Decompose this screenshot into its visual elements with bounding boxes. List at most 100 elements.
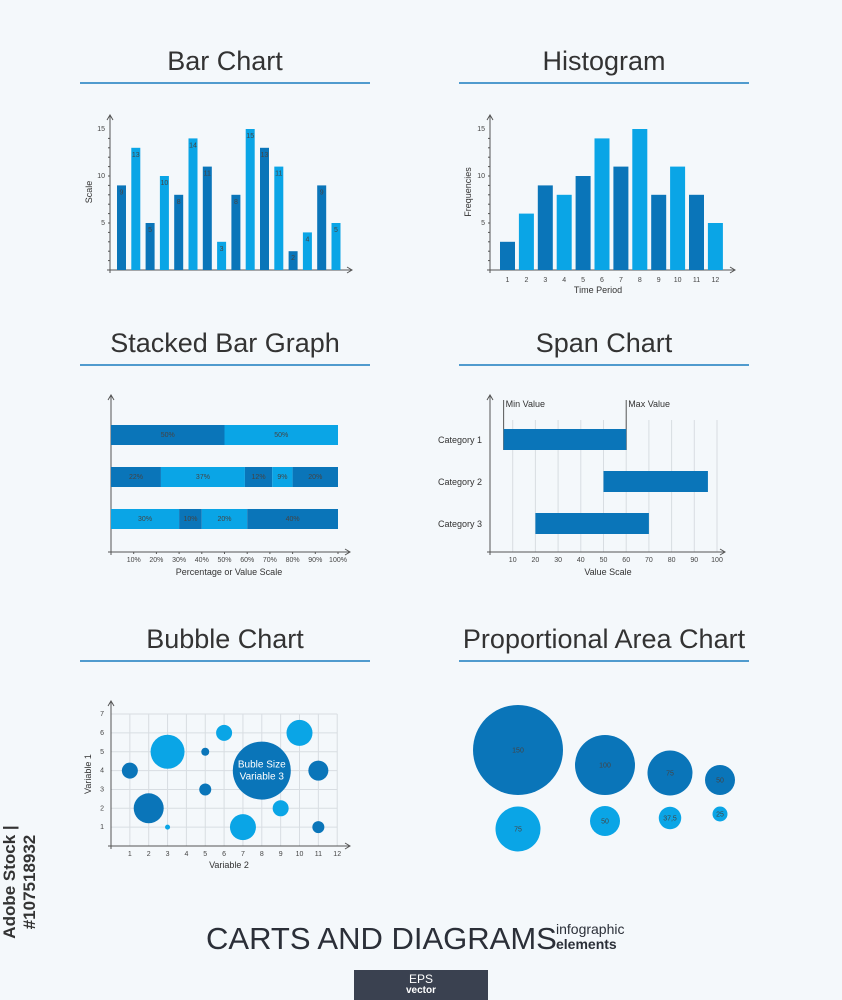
category-label: Category 2 (438, 477, 482, 487)
x-tick-label: 60 (622, 557, 630, 564)
eps-badge: EPS vector (354, 970, 488, 1000)
circle-value-label: 75 (666, 771, 674, 778)
stacked-segment (292, 467, 338, 487)
x-axis-label: Value Scale (584, 567, 631, 577)
bubble (165, 824, 171, 830)
bar-value-label: 11 (204, 171, 211, 178)
x-tick-label: 7 (619, 277, 623, 284)
segment-label: 37% (196, 474, 210, 481)
x-tick-label: 70 (645, 557, 653, 564)
y-tick-label: 10 (97, 173, 105, 180)
y-tick-label: 5 (481, 220, 485, 227)
x-tick-label: 5 (581, 277, 585, 284)
bubble (199, 783, 212, 796)
bar (302, 232, 312, 270)
bar (145, 223, 155, 270)
y-axis-label: Variable 1 (83, 754, 93, 794)
stacked-segment (160, 467, 245, 487)
histogram-bar (537, 185, 553, 270)
stacked-segment (272, 467, 293, 487)
bar (317, 185, 327, 270)
max-value-label: Max Value (628, 399, 670, 409)
x-tick-label: 6 (600, 277, 604, 284)
x-axis-arrow-icon (344, 842, 351, 850)
circle-value-label: 75 (514, 827, 522, 834)
bubble (229, 814, 256, 841)
histogram-bar (518, 213, 534, 270)
x-tick-label: 80% (286, 557, 300, 564)
x-tick-label: 6 (222, 851, 226, 858)
bar (288, 251, 298, 270)
x-tick-label: 80 (668, 557, 676, 564)
bar (159, 176, 169, 270)
x-tick-label: 60% (240, 557, 254, 564)
stacked-segment (224, 425, 338, 445)
x-tick-label: 4 (562, 277, 566, 284)
bar (202, 166, 212, 270)
proportional-circle (575, 735, 635, 795)
y-axis-arrow-icon (106, 114, 114, 121)
histogram-bar (594, 138, 610, 270)
bar (117, 185, 126, 270)
x-tick-label: 100% (329, 557, 347, 564)
y-axis-arrow-icon (486, 114, 494, 121)
histogram-bar (651, 194, 667, 270)
vector-label: vector (405, 985, 436, 996)
min-value-label: Min Value (506, 399, 545, 409)
y-tick-label: 7 (100, 711, 104, 718)
bar-value-label: 3 (220, 246, 224, 253)
stacked-segment (111, 425, 225, 445)
circle-value-label: 50 (601, 819, 609, 826)
x-tick-label: 2 (147, 851, 151, 858)
x-tick-label: 7 (241, 851, 245, 858)
bubble-annotation-line1: Buble Size (238, 760, 286, 771)
bar-value-label: 9 (320, 189, 324, 196)
x-tick-label: 1 (506, 277, 510, 284)
x-tick-label: 11 (315, 851, 322, 858)
x-tick-label: 90 (690, 557, 698, 564)
bar-value-label: 2 (291, 255, 295, 262)
eps-label: EPS (408, 972, 433, 986)
histogram-bar (670, 166, 686, 270)
category-label: Category 3 (438, 519, 482, 529)
y-tick-label: 15 (97, 126, 105, 133)
segment-label: 10% (183, 516, 197, 523)
bubble (216, 724, 233, 741)
bubble-annotation-line2: Variable 3 (240, 772, 285, 783)
segment-label: 50% (274, 432, 288, 439)
histogram-bar (556, 194, 572, 270)
x-axis-arrow-icon (346, 266, 353, 274)
bar-value-label: 10 (161, 180, 169, 187)
x-axis-arrow-icon (719, 548, 726, 556)
segment-label: 9% (277, 474, 287, 481)
x-tick-label: 8 (260, 851, 264, 858)
span-bar (503, 429, 627, 450)
proportional-circle (712, 806, 728, 822)
bar-value-label: 8 (234, 199, 238, 206)
bar-value-label: 5 (148, 227, 152, 234)
y-axis-label: Scale (84, 181, 94, 204)
bubble (150, 734, 185, 769)
bar-value-label: 13 (261, 152, 269, 159)
chart-title: Bar Chart (167, 46, 283, 76)
histogram-bar (707, 223, 723, 270)
circle-value-label: 100 (599, 763, 611, 770)
x-tick-label: 8 (638, 277, 642, 284)
proportional-circle (495, 806, 541, 852)
histogram-bar (632, 129, 648, 270)
proportional-circle (473, 705, 563, 795)
x-tick-label: 10 (509, 557, 517, 564)
proportional-circle (590, 806, 620, 836)
segment-label: 20% (217, 516, 231, 523)
y-tick-label: 1 (100, 824, 104, 831)
x-tick-label: 5 (203, 851, 207, 858)
x-tick-label: 9 (279, 851, 283, 858)
category-label: Category 1 (438, 435, 482, 445)
x-tick-label: 3 (543, 277, 547, 284)
y-tick-label: 5 (100, 749, 104, 756)
segment-label: 30% (138, 516, 152, 523)
y-tick-label: 6 (100, 730, 104, 737)
x-tick-label: 12 (333, 851, 341, 858)
y-tick-label: 4 (100, 768, 104, 775)
